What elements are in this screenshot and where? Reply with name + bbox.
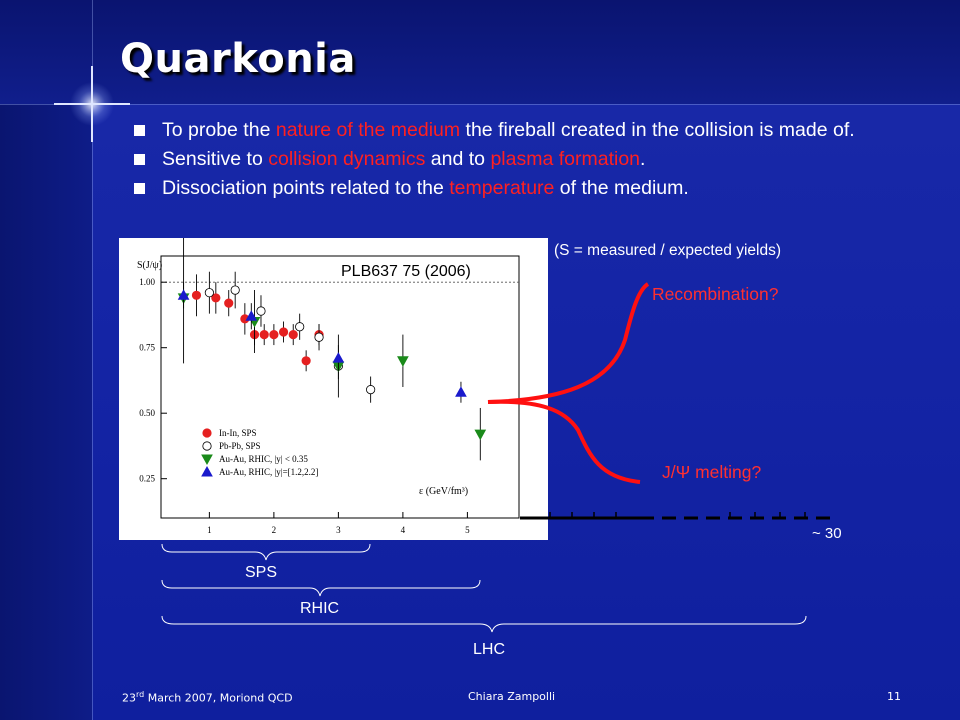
recombination-label: Recombination? (652, 284, 779, 304)
horizontal-rule (0, 104, 960, 105)
bullet-text: Sensitive to (162, 148, 269, 170)
square-bullet-icon (134, 125, 145, 136)
y-tick-label: 0.50 (139, 408, 155, 418)
square-bullet-icon (134, 154, 145, 165)
bullet-item: To probe the nature of the medium the fi… (132, 116, 932, 145)
x-tick-label: 3 (336, 525, 341, 535)
data-point (301, 356, 311, 366)
title-band (0, 0, 960, 104)
legend-entry: Au-Au, RHIC, |y|=[1.2,2.2] (219, 467, 318, 477)
sps-brace (161, 543, 371, 561)
data-point (397, 356, 409, 367)
legend-entry: In-In, SPS (219, 428, 257, 438)
reference-label: PLB637 75 (2006) (341, 263, 471, 280)
y-axis-label: S(J/ψ) (137, 260, 162, 271)
x-tick-label: 1 (207, 525, 212, 535)
data-point (455, 386, 467, 397)
sparkle-decoration (54, 66, 130, 142)
rhic-range-label: RHIC (300, 600, 340, 617)
y-tick-label: 0.25 (139, 474, 155, 484)
bullet-text: of the medium. (554, 177, 689, 199)
bullet-text: To probe the (162, 119, 276, 141)
highlighted-text: plasma formation (490, 148, 641, 170)
data-point (202, 441, 212, 451)
slide-title: Quarkonia (120, 36, 356, 82)
data-point (230, 285, 240, 295)
y-tick-label: 1.00 (139, 277, 155, 287)
vertical-rule (92, 0, 93, 720)
highlighted-text: nature of the medium (275, 119, 461, 141)
lhc-range-label: LHC (473, 641, 506, 658)
data-point (211, 293, 221, 303)
data-point (202, 428, 212, 438)
footer-page-number: 11 (887, 690, 901, 703)
data-point (332, 352, 345, 363)
data-point (201, 454, 213, 466)
highlighted-text: temperature (449, 177, 555, 199)
melting-label: J/Ψ melting? (662, 462, 762, 482)
lhc-brace (161, 615, 807, 633)
footer-author: Chiara Zampolli (468, 690, 556, 703)
sps-range-label: SPS (245, 564, 278, 581)
left-band (0, 0, 92, 720)
data-point (256, 306, 266, 316)
data-point (224, 298, 234, 308)
highlighted-text: collision dynamics (268, 148, 426, 170)
x-tick-label: 5 (465, 525, 470, 535)
legend-entry: Au-Au, RHIC, |y| < 0.35 (219, 454, 308, 464)
bullet-text: . (640, 148, 646, 170)
bullet-item: Sensitive to collision dynamics and to p… (132, 145, 932, 174)
bullet-text: and to (425, 148, 491, 170)
bullet-item: Dissociation points related to the tempe… (132, 174, 932, 203)
bullet-text: Dissociation points related to the (162, 177, 450, 199)
yield-note: (S = measured / expected yields) (554, 242, 782, 259)
data-point (204, 288, 214, 298)
data-point (474, 429, 487, 441)
data-point (314, 332, 324, 342)
data-point (295, 322, 305, 332)
data-point (278, 327, 289, 337)
x-tick-label: 2 (272, 525, 277, 535)
data-point (245, 310, 258, 321)
data-point (191, 290, 202, 300)
data-point (269, 330, 279, 340)
x-axis-label: ε (GeV/fm³) (419, 486, 468, 497)
data-point (288, 330, 298, 340)
x-tick-label: 4 (401, 525, 406, 535)
y-tick-label: 0.75 (139, 343, 155, 353)
data-point (366, 385, 376, 395)
data-point (201, 465, 213, 477)
jpsi-suppression-plot: 0.25 0.50 0.75 1.00 1 2 3 4 5 In-In, SPS Pb-Pb, S… (119, 238, 548, 540)
square-bullet-icon (134, 183, 145, 194)
footer-date: 23rd March 2007, Moriond QCD (122, 690, 293, 705)
data-point (177, 289, 190, 300)
far-tick-label: ~ 30 (812, 525, 842, 542)
bullet-list: To probe the nature of the medium the fi… (132, 116, 932, 203)
data-point (259, 330, 269, 340)
bullet-text: the fireball created in the collision is… (460, 119, 855, 141)
rhic-brace (161, 579, 481, 597)
legend-entry: Pb-Pb, SPS (219, 441, 261, 451)
